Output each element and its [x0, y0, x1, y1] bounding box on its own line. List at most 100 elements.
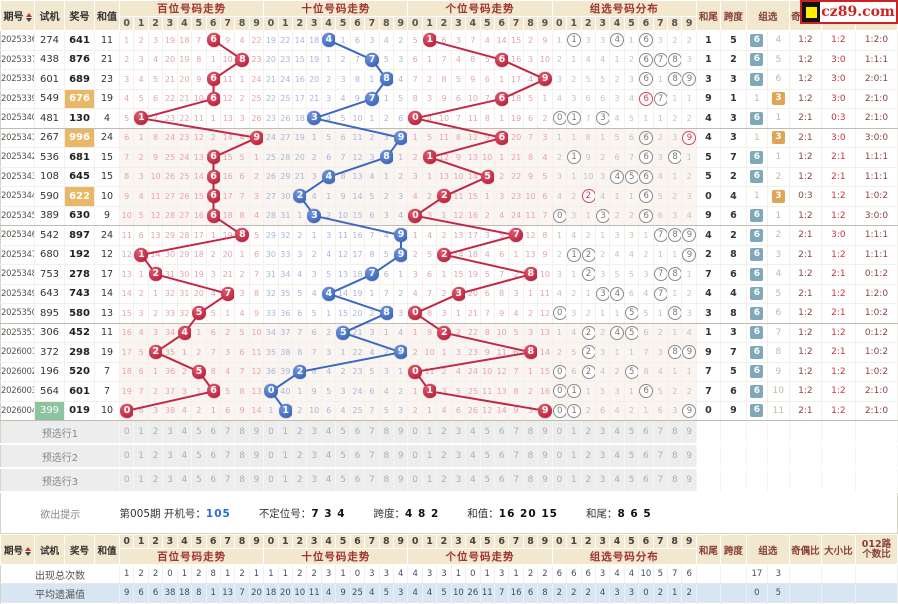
preselect-digit[interactable]: 2 [292, 420, 308, 445]
preselect-digit[interactable]: 1 [422, 468, 438, 493]
preselect-digit[interactable]: 1 [278, 420, 294, 445]
preselect-digit[interactable]: 5 [624, 468, 640, 493]
preselect-digit[interactable]: 0 [118, 468, 135, 493]
preselect-digit[interactable]: 7 [364, 468, 380, 493]
preselect-digit[interactable]: 6 [350, 468, 366, 493]
preselect-digit[interactable]: 4 [465, 444, 481, 469]
preselect-digit[interactable]: 9 [537, 420, 553, 445]
preselect-digit[interactable]: 8 [523, 444, 539, 469]
preselect-digit[interactable]: 1 [133, 468, 149, 493]
preselect-digit[interactable]: 0 [407, 468, 423, 493]
preselect-digit[interactable]: 2 [436, 420, 452, 445]
preselect-digit[interactable]: 5 [191, 468, 207, 493]
preselect-digit[interactable]: 4 [321, 468, 337, 493]
preselect-digit[interactable]: 2 [581, 444, 596, 469]
preselect-digit[interactable]: 6 [206, 420, 221, 445]
sort-icon[interactable] [25, 546, 31, 556]
preselect-digit[interactable]: 2 [148, 444, 164, 469]
preselect-digit[interactable]: 6 [494, 468, 510, 493]
preselect-digit[interactable]: 7 [220, 444, 236, 469]
preselect-digit[interactable]: 5 [191, 444, 207, 469]
preselect-digit[interactable]: 9 [249, 444, 265, 469]
preselect-digit[interactable]: 2 [148, 468, 164, 493]
preselect-digit[interactable]: 0 [551, 420, 568, 445]
preselect-digit[interactable]: 8 [667, 420, 683, 445]
preselect-digit[interactable]: 0 [118, 444, 135, 469]
preselect-digit[interactable]: 2 [292, 444, 308, 469]
preselect-digit[interactable]: 2 [292, 468, 308, 493]
preselect-digit[interactable]: 8 [667, 468, 683, 493]
preselect-digit[interactable]: 8 [523, 468, 539, 493]
preselect-digit[interactable]: 3 [162, 468, 178, 493]
preselect-digit[interactable]: 4 [609, 468, 625, 493]
preselect-digit[interactable]: 9 [393, 468, 409, 493]
preselect-digit[interactable]: 1 [566, 468, 582, 493]
preselect-digit[interactable]: 1 [133, 444, 149, 469]
preselect-digit[interactable]: 4 [177, 420, 193, 445]
preselect-digit[interactable]: 1 [566, 444, 582, 469]
preselect-digit[interactable]: 3 [595, 420, 611, 445]
preselect-digit[interactable]: 6 [350, 420, 366, 445]
preselect-digit[interactable]: 4 [609, 420, 625, 445]
preselect-digit[interactable]: 1 [278, 468, 294, 493]
preselect-digit[interactable]: 2 [436, 468, 452, 493]
preselect-digit[interactable]: 3 [306, 420, 322, 445]
preselect-digit[interactable]: 7 [508, 420, 524, 445]
preselect-digit[interactable]: 4 [609, 444, 625, 469]
preselect-digit[interactable]: 7 [653, 420, 669, 445]
preselect-digit[interactable]: 8 [234, 468, 250, 493]
preselect-digit[interactable]: 4 [321, 420, 337, 445]
preselect-digit[interactable]: 6 [206, 444, 221, 469]
preselect-digit[interactable]: 8 [379, 444, 395, 469]
preselect-digit[interactable]: 3 [451, 420, 467, 445]
preselect-digit[interactable]: 1 [566, 420, 582, 445]
preselect-digit[interactable]: 9 [537, 468, 553, 493]
preselect-digit[interactable]: 3 [162, 444, 178, 469]
preselect-digit[interactable]: 3 [595, 444, 611, 469]
preselect-digit[interactable]: 7 [508, 468, 524, 493]
preselect-digit[interactable]: 9 [681, 444, 697, 469]
preselect-digit[interactable]: 9 [681, 420, 697, 445]
preselect-digit[interactable]: 9 [249, 468, 265, 493]
preselect-digit[interactable]: 6 [494, 420, 510, 445]
preselect-digit[interactable]: 3 [306, 468, 322, 493]
preselect-digit[interactable]: 0 [263, 420, 279, 445]
preselect-digit[interactable]: 7 [364, 444, 380, 469]
preselect-digit[interactable]: 3 [451, 468, 467, 493]
preselect-digit[interactable]: 7 [220, 420, 236, 445]
preselect-digit[interactable]: 2 [148, 420, 164, 445]
preselect-digit[interactable]: 5 [480, 468, 495, 493]
preselect-digit[interactable]: 1 [133, 420, 149, 445]
preselect-digit[interactable]: 3 [595, 468, 611, 493]
preselect-digit[interactable]: 8 [523, 420, 539, 445]
preselect-digit[interactable]: 6 [638, 444, 654, 469]
preselect-digit[interactable]: 5 [335, 444, 351, 469]
preselect-digit[interactable]: 3 [451, 444, 467, 469]
preselect-digit[interactable]: 5 [624, 420, 640, 445]
preselect-digit[interactable]: 6 [638, 420, 654, 445]
preselect-digit[interactable]: 7 [653, 444, 669, 469]
preselect-digit[interactable]: 3 [162, 420, 178, 445]
preselect-digit[interactable]: 5 [480, 420, 495, 445]
preselect-digit[interactable]: 4 [177, 468, 193, 493]
preselect-digit[interactable]: 0 [263, 468, 279, 493]
sort-icon[interactable] [25, 12, 32, 22]
preselect-digit[interactable]: 2 [581, 420, 596, 445]
preselect-digit[interactable]: 4 [321, 444, 337, 469]
preselect-digit[interactable]: 2 [436, 444, 452, 469]
preselect-digit[interactable]: 7 [653, 468, 669, 493]
preselect-digit[interactable]: 8 [379, 468, 395, 493]
preselect-digit[interactable]: 8 [234, 420, 250, 445]
preselect-digit[interactable]: 9 [393, 420, 409, 445]
preselect-digit[interactable]: 6 [206, 468, 221, 493]
preselect-digit[interactable]: 1 [422, 444, 438, 469]
preselect-digit[interactable]: 6 [494, 444, 510, 469]
preselect-digit[interactable]: 9 [249, 420, 265, 445]
preselect-digit[interactable]: 7 [220, 468, 236, 493]
preselect-digit[interactable]: 8 [667, 444, 683, 469]
preselect-digit[interactable]: 2 [581, 468, 596, 493]
preselect-digit[interactable]: 1 [278, 444, 294, 469]
preselect-digit[interactable]: 6 [350, 444, 366, 469]
preselect-digit[interactable]: 4 [177, 444, 193, 469]
preselect-digit[interactable]: 9 [393, 444, 409, 469]
